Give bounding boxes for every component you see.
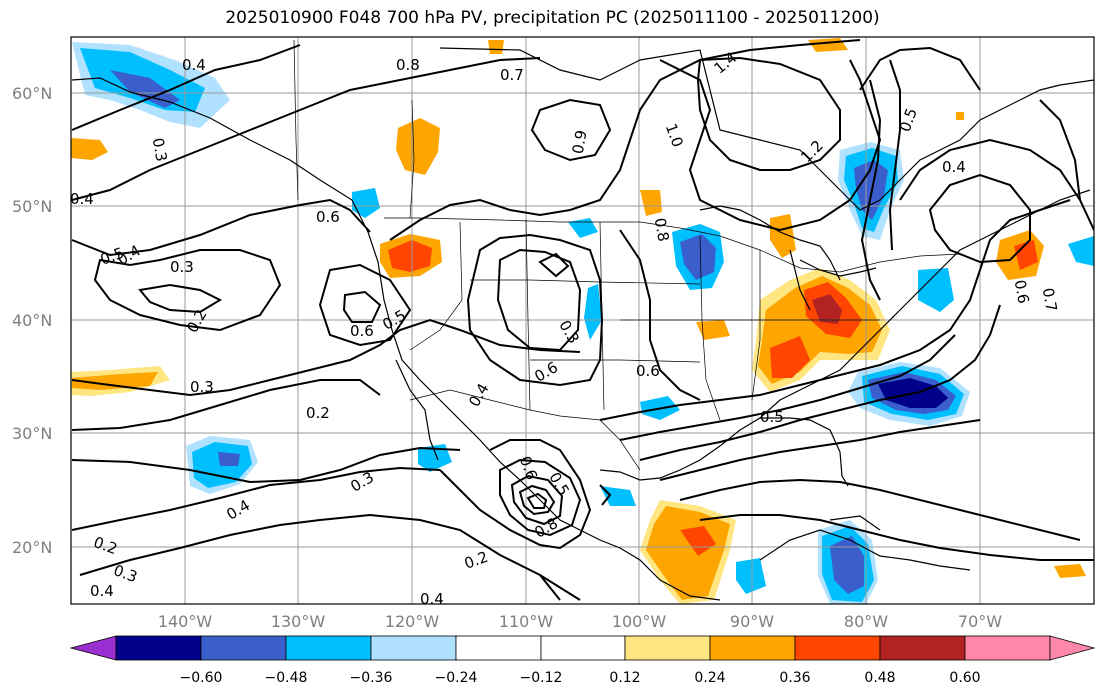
contour-label: 0.3 bbox=[170, 258, 194, 276]
colorbar-segment bbox=[540, 635, 626, 661]
longitude-labels: 140°W 130°W 120°W 110°W 100°W 90°W 80°W … bbox=[158, 612, 1002, 631]
contour-label: 0.4 bbox=[182, 56, 206, 74]
lon-label: 120°W bbox=[385, 612, 440, 631]
political-borders bbox=[293, 39, 961, 471]
lat-label: 40°N bbox=[12, 311, 52, 330]
contour-label: 0.4 bbox=[70, 190, 94, 208]
colorbar-segment bbox=[69, 635, 117, 661]
contour-label: 0.4 bbox=[942, 158, 966, 176]
contour-label: 0.8 bbox=[651, 216, 673, 243]
lat-label: 60°N bbox=[12, 84, 52, 103]
colorbar-segment bbox=[285, 635, 372, 661]
colorbar-tick-label: −0.60 bbox=[180, 670, 223, 686]
colorbar-tick-label: −0.24 bbox=[435, 670, 478, 686]
colorbar-segment bbox=[115, 635, 202, 661]
colorbar-ticks: −0.60 −0.48 −0.36 −0.24 −0.12 0.12 0.24 … bbox=[180, 670, 981, 686]
coastlines bbox=[71, 47, 1094, 601]
colorbar-segment bbox=[200, 635, 287, 661]
colorbar-tick-label: 0.12 bbox=[609, 670, 640, 686]
contour-label: 0.6 bbox=[1011, 278, 1033, 305]
lat-label: 50°N bbox=[12, 197, 52, 216]
colorbar-segment bbox=[879, 635, 966, 661]
colorbar-segment bbox=[709, 635, 796, 661]
contour-label: 0.7 bbox=[500, 66, 524, 84]
colorbar-segment bbox=[624, 635, 711, 661]
colorbar-segment bbox=[964, 635, 1051, 661]
colorbar-tick-label: −0.12 bbox=[520, 670, 563, 686]
colorbar-tick-label: 0.24 bbox=[694, 670, 725, 686]
contour-label: 0.3 bbox=[190, 378, 214, 396]
contour-label: 0.2 bbox=[306, 404, 330, 422]
lon-label: 140°W bbox=[158, 612, 213, 631]
colorbar-tick-label: 0.48 bbox=[864, 670, 895, 686]
contour-label: 0.6 bbox=[316, 208, 340, 226]
pv-contours bbox=[71, 39, 1094, 601]
contour-label: 0.6 bbox=[636, 362, 660, 380]
colorbar-segment bbox=[455, 635, 542, 661]
precip-anomaly-fills bbox=[71, 38, 1094, 604]
map-frame bbox=[70, 36, 1095, 605]
colorbar-tick-label: −0.36 bbox=[350, 670, 393, 686]
colorbar-tick-label: 0.36 bbox=[779, 670, 810, 686]
lon-label: 110°W bbox=[499, 612, 554, 631]
graticule bbox=[71, 37, 1094, 604]
latitude-labels: 20°N 30°N 40°N 50°N 60°N bbox=[12, 84, 52, 557]
map-title: 2025010900 F048 700 hPa PV, precipitatio… bbox=[225, 8, 880, 28]
colorbar-tick-label: −0.48 bbox=[265, 670, 308, 686]
colorbar bbox=[69, 635, 1096, 661]
lon-label: 130°W bbox=[271, 612, 326, 631]
lon-label: 80°W bbox=[844, 612, 888, 631]
contour-label: 0.5 bbox=[760, 408, 784, 426]
lon-label: 90°W bbox=[730, 612, 774, 631]
contour-label: 0.3 bbox=[149, 136, 171, 163]
contour-label: 0.4 bbox=[420, 590, 444, 608]
contour-label: 0.4 bbox=[90, 582, 114, 600]
lat-label: 30°N bbox=[12, 424, 52, 443]
contour-label: 0.8 bbox=[396, 56, 420, 74]
lat-label: 20°N bbox=[12, 538, 52, 557]
lon-label: 70°W bbox=[958, 612, 1002, 631]
contour-label: 0.6 bbox=[350, 322, 374, 340]
lon-label: 100°W bbox=[612, 612, 667, 631]
colorbar-segment bbox=[1049, 635, 1096, 661]
contour-label: 0.7 bbox=[1039, 286, 1061, 313]
contour-label: 0.9 bbox=[569, 129, 591, 156]
colorbar-segment bbox=[794, 635, 881, 661]
colorbar-segment bbox=[370, 635, 457, 661]
colorbar-tick-label: 0.60 bbox=[949, 670, 980, 686]
